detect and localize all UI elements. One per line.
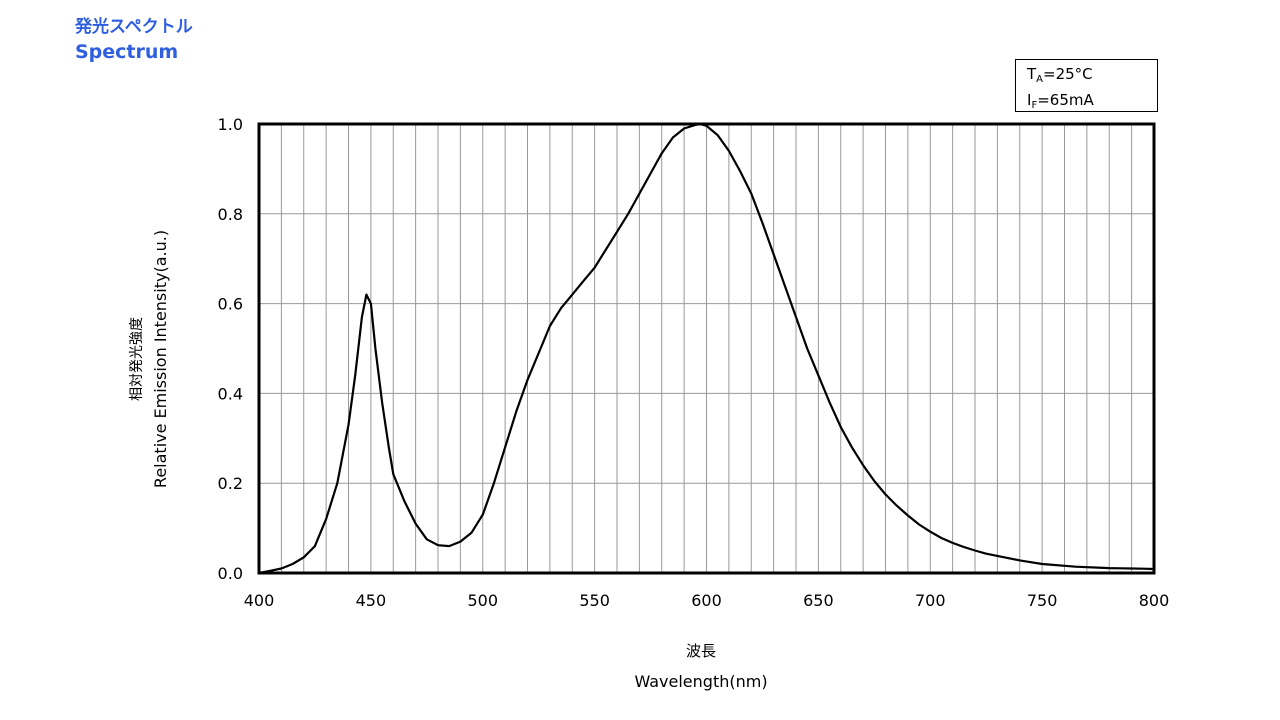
y-tick-label: 0.6 (218, 295, 243, 314)
x-tick-label: 400 (244, 591, 275, 610)
grid-lines (259, 124, 1154, 573)
x-tick-label: 550 (579, 591, 610, 610)
spectrum-series-line (258, 122, 1155, 575)
x-tick-label: 600 (691, 591, 722, 610)
conditions-legend-box: TA=25°C IF=65mA (1015, 59, 1158, 112)
x-tick-labels: 400 450 500 550 600 650 700 750 800 (244, 591, 1170, 610)
chart-title-japanese: 発光スペクトル (75, 17, 193, 37)
y-axis-label-japanese: 相対発光強度 (129, 317, 145, 401)
plot-frame (257, 122, 1156, 575)
y-tick-labels: 0.0 0.2 0.4 0.6 0.8 1.0 (218, 115, 243, 583)
y-tick-label: 0.4 (218, 384, 243, 403)
chart-title-english: Spectrum (75, 41, 179, 63)
x-axis-label-japanese: 波長 (686, 642, 716, 660)
y-tick-label: 0.0 (218, 564, 243, 583)
y-axis-label: Relative Emission Intensity(a.u.) (151, 230, 170, 488)
x-tick-label: 750 (1027, 591, 1058, 610)
forward-current-condition: IF=65mA (1027, 91, 1094, 111)
x-tick-label: 450 (356, 591, 387, 610)
x-tick-label: 650 (803, 591, 834, 610)
x-tick-label: 800 (1139, 591, 1170, 610)
ambient-temperature-condition: TA=25°C (1027, 65, 1093, 85)
y-tick-label: 0.2 (218, 474, 243, 493)
x-axis-label: Wavelength(nm) (634, 672, 767, 691)
x-tick-label: 700 (915, 591, 946, 610)
x-tick-label: 500 (467, 591, 498, 610)
y-tick-label: 1.0 (218, 115, 243, 134)
y-tick-label: 0.8 (218, 205, 243, 224)
